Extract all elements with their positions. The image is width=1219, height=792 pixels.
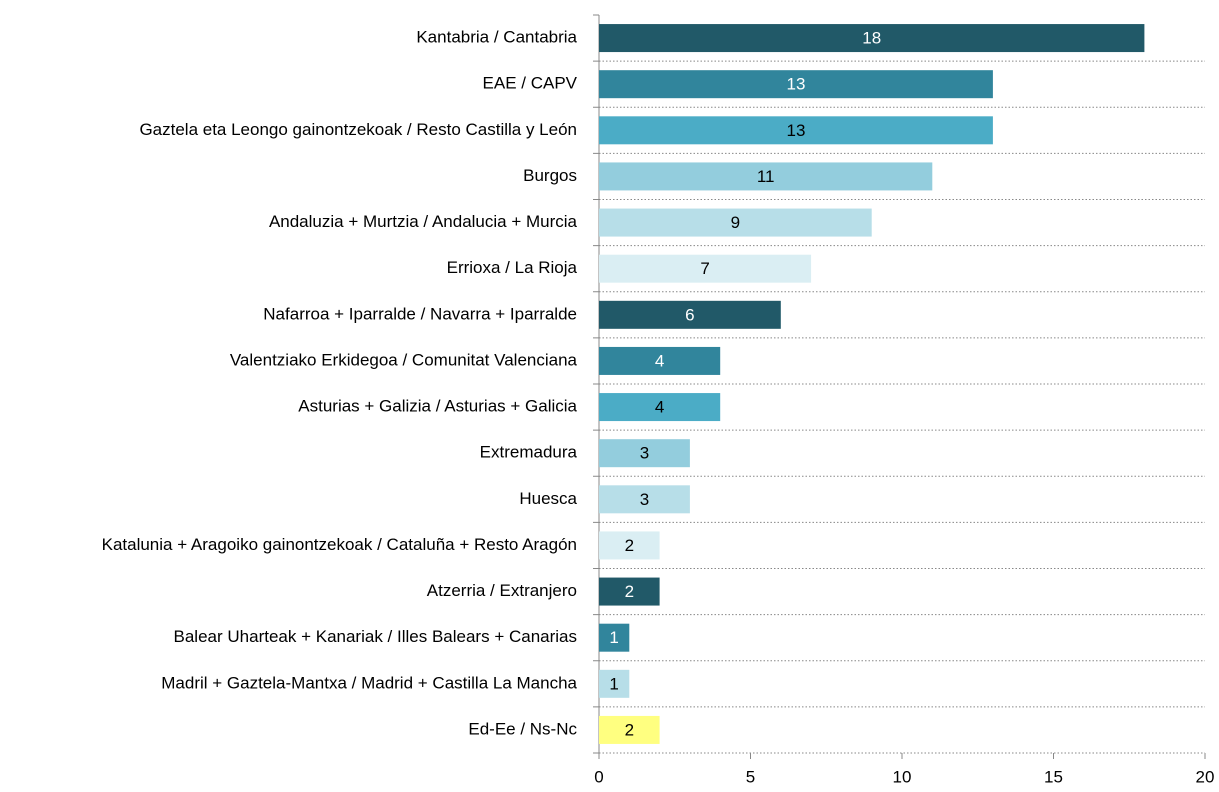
bar — [599, 623, 630, 652]
y-tick-label: Burgos — [523, 166, 577, 185]
bar — [599, 162, 933, 191]
x-tick-label: 20 — [1196, 767, 1215, 786]
value-label: 2 — [625, 536, 634, 555]
x-tick-label: 15 — [1044, 767, 1063, 786]
bar — [599, 208, 872, 237]
bar — [599, 439, 690, 468]
x-tick-label: 10 — [893, 767, 912, 786]
y-tick-label: EAE / CAPV — [483, 74, 578, 93]
bar — [599, 254, 812, 283]
y-tick-label: Extremadura — [480, 443, 578, 462]
value-label: 2 — [625, 582, 634, 601]
value-label: 7 — [700, 259, 709, 278]
value-label: 6 — [685, 305, 694, 324]
y-tick-label: Errioxa / La Rioja — [447, 258, 578, 277]
bar — [599, 116, 993, 145]
bar — [599, 24, 1145, 53]
value-label: 11 — [757, 167, 775, 186]
y-tick-label: Asturias + Galizia / Asturias + Galicia — [298, 397, 577, 416]
y-tick-label: Nafarroa + Iparralde / Navarra + Iparral… — [263, 304, 577, 323]
value-label: 3 — [640, 490, 649, 509]
y-tick-label: Atzerria / Extranjero — [427, 581, 577, 600]
value-label: 4 — [655, 398, 664, 417]
y-tick-label: Balear Uharteak + Kanariak / Illes Balea… — [174, 627, 577, 646]
bar — [599, 393, 721, 422]
value-label: 4 — [655, 351, 664, 370]
value-label: 13 — [786, 75, 805, 94]
value-label: 2 — [625, 720, 634, 739]
y-tick-label: Andaluzia + Murtzia / Andalucia + Murcia — [269, 212, 578, 231]
bar — [599, 531, 660, 560]
value-label: 13 — [786, 121, 805, 140]
y-tick-label: Gaztela eta Leongo gainontzekoak / Resto… — [139, 120, 577, 139]
bar — [599, 577, 660, 606]
bar — [599, 669, 630, 698]
x-tick-label: 5 — [746, 767, 755, 786]
y-tick-label: Katalunia + Aragoiko gainontzekoak / Cat… — [102, 535, 577, 554]
bar — [599, 346, 721, 375]
y-tick-label: Huesca — [519, 489, 577, 508]
y-tick-label: Ed-Ee / Ns-Nc — [468, 719, 577, 738]
y-tick-label: Valentziako Erkidegoa / Comunitat Valenc… — [230, 350, 578, 369]
value-label: 9 — [731, 213, 740, 232]
bar — [599, 715, 660, 744]
value-label: 1 — [609, 674, 618, 693]
value-label: 18 — [862, 29, 881, 48]
y-tick-label: Kantabria / Cantabria — [416, 28, 577, 47]
value-label: 3 — [640, 444, 649, 463]
bar — [599, 70, 993, 99]
x-tick-label: 0 — [594, 767, 603, 786]
value-label: 1 — [609, 628, 618, 647]
bar — [599, 485, 690, 514]
y-tick-label: Madril + Gaztela-Mantxa / Madrid + Casti… — [161, 673, 577, 692]
bar — [599, 300, 781, 329]
